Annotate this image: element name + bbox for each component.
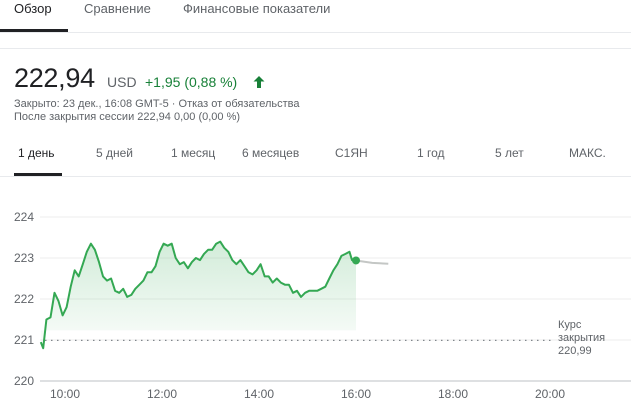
- range-tabs: 1 день 5 дней 1 месяц 6 месяцев С1ЯН 1 г…: [0, 138, 631, 177]
- after-hours-line: [355, 259, 389, 265]
- y-tick-label: 220: [14, 374, 34, 388]
- range-tab-1m[interactable]: 1 месяц: [171, 146, 216, 160]
- x-tick-label: 12:00: [147, 387, 177, 401]
- x-tick-label: 18:00: [438, 387, 468, 401]
- card-divider: [0, 48, 631, 49]
- tab-compare[interactable]: Сравнение: [84, 1, 151, 16]
- previous-close-label-line-1: Курс: [558, 319, 582, 331]
- up-arrow-icon: [253, 76, 265, 88]
- y-tick-label: 223: [14, 251, 34, 265]
- x-tick-label: 14:00: [244, 387, 274, 401]
- y-tick-label: 224: [14, 210, 34, 224]
- previous-close-value: 220,99: [558, 345, 592, 357]
- y-axis-ticks: 220 221 222 223 224: [14, 210, 34, 388]
- stock-price: 222,94: [14, 63, 95, 93]
- tab-overview[interactable]: Обзор: [14, 1, 52, 16]
- range-tab-max[interactable]: МАКС.: [569, 146, 606, 160]
- range-tab-5y[interactable]: 5 лет: [495, 146, 524, 160]
- price-chart[interactable]: 220 221 222 223 224 10:00 12:00 14:00 16:00 18:0…: [0, 200, 631, 408]
- range-tab-6m[interactable]: 6 месяцев: [242, 146, 300, 160]
- range-tab-5d[interactable]: 5 дней: [96, 146, 134, 160]
- previous-close-label: Курс закрытия 220,99: [558, 319, 605, 358]
- after-hours-info: После закрытия сессии 222,94 0,00 (0,00 …: [14, 111, 241, 123]
- active-range-indicator: [14, 173, 62, 176]
- y-tick-label: 221: [14, 333, 34, 347]
- x-tick-label: 20:00: [535, 387, 565, 401]
- last-price-dot: [352, 256, 360, 265]
- previous-close-label-line-2: закрытия: [558, 332, 606, 344]
- range-tab-1y[interactable]: 1 год: [417, 146, 445, 160]
- x-tick-label: 16:00: [341, 387, 371, 401]
- price-change: +1,95 (0,88 %): [145, 74, 238, 90]
- currency-label: USD: [107, 74, 137, 90]
- top-tabs: Обзор Сравнение Финансовые показатели: [0, 0, 631, 33]
- x-axis-ticks: 10:00 12:00 14:00 16:00 18:00 20:00: [50, 387, 565, 401]
- range-tab-1d[interactable]: 1 день: [18, 146, 55, 160]
- y-tick-label: 222: [14, 292, 34, 306]
- price-line: [39, 240, 357, 350]
- closed-info: Закрыто: 23 дек., 16:08 GMT-5 · Отказ от…: [14, 98, 300, 110]
- area-fill: [40, 241, 357, 349]
- x-tick-label: 10:00: [50, 387, 80, 401]
- tab-financials[interactable]: Финансовые показатели: [183, 1, 331, 16]
- active-tab-indicator: [0, 29, 68, 32]
- range-tab-ytd[interactable]: С1ЯН: [335, 146, 368, 160]
